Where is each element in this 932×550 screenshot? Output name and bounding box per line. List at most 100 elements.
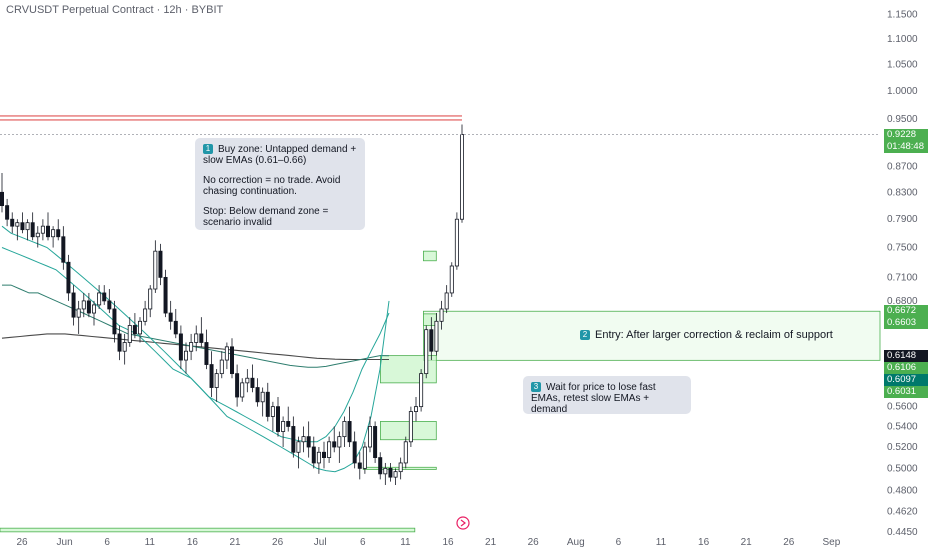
candle-body — [265, 391, 270, 417]
candle — [367, 416, 372, 453]
candle — [373, 421, 378, 463]
candle — [393, 468, 398, 485]
candle-body — [281, 421, 286, 432]
candle — [383, 462, 388, 485]
candle — [265, 382, 270, 422]
x-tick-label: 16 — [442, 537, 454, 548]
candle-body — [347, 421, 352, 443]
price-axis[interactable]: 1.1500 1.1000 1.0500 1.0000 0.9500 0.8700 0.83… — [887, 10, 918, 538]
candle-body — [194, 333, 199, 343]
candle-body — [444, 292, 449, 310]
candle — [311, 436, 316, 469]
zone-demand-2 — [422, 313, 437, 326]
candle-body — [132, 325, 137, 335]
candle — [235, 364, 240, 407]
candle-body — [122, 342, 127, 352]
candle — [194, 325, 199, 352]
candle-body — [388, 467, 393, 478]
candle-body — [337, 436, 342, 448]
candle — [255, 378, 260, 407]
candle — [260, 387, 265, 417]
x-tick-label: Aug — [567, 537, 585, 548]
candle-body — [25, 222, 30, 231]
candle-body — [153, 250, 158, 290]
demand-zones — [0, 250, 881, 533]
candle-body — [301, 436, 306, 443]
candle-body — [30, 222, 35, 238]
candle-body — [86, 300, 91, 314]
candle — [25, 219, 30, 241]
candle — [240, 378, 245, 402]
candle-body — [199, 333, 204, 343]
candle — [15, 219, 20, 241]
candle-body — [393, 471, 398, 478]
candle — [424, 325, 429, 379]
y-tick-label: 0.6800 — [887, 296, 918, 307]
candle-body — [327, 441, 332, 458]
y-tick-label: 0.5000 — [887, 463, 918, 474]
candle — [122, 333, 127, 365]
candle — [51, 226, 56, 248]
candle-body — [296, 441, 301, 453]
candle-body — [311, 446, 316, 464]
callout-text: No correction = no trade. Avoid chasing … — [203, 175, 341, 197]
y-tick-label: 1.0500 — [887, 59, 918, 70]
candle — [459, 124, 464, 223]
candle — [449, 262, 454, 297]
entry-label[interactable]: 2 Entry: After larger correction & reclai… — [580, 329, 833, 341]
candle — [148, 285, 153, 318]
price-tag: 0.6106 — [884, 361, 928, 374]
x-tick-label: Jul — [314, 537, 327, 548]
candle-body — [291, 426, 296, 453]
time-axis[interactable]: 26 Jun 6 11 16 21 26 Jul 6 11 16 21 26 Aug 6 11 16 21 26 Se… — [16, 537, 840, 548]
timer-icon[interactable] — [456, 516, 470, 530]
y-tick-label: 0.9500 — [887, 114, 918, 125]
candle — [327, 436, 332, 463]
y-tick-label: 1.1000 — [887, 34, 918, 45]
candle — [332, 426, 337, 453]
candle-body — [434, 320, 439, 352]
candle-body — [148, 288, 153, 310]
chart-title: CRVUSDT Perpetual Contract · 12h · BYBIT — [6, 4, 224, 16]
candle-body — [76, 308, 81, 318]
callout-number: 1 — [203, 144, 213, 154]
ema-slow-line — [2, 284, 390, 368]
candle — [81, 292, 86, 318]
x-tick-label: 6 — [616, 537, 622, 548]
candle-body — [352, 441, 357, 464]
ema-mid-line — [1, 247, 390, 443]
candle — [286, 406, 291, 432]
y-tick-label: 0.4800 — [887, 486, 918, 497]
x-tick-label: 21 — [741, 537, 753, 548]
price-levels — [0, 115, 880, 135]
entry-text: Entry: After larger correction & reclaim… — [595, 329, 833, 341]
candle-body — [51, 229, 56, 238]
y-tick-label: 0.5200 — [887, 442, 918, 453]
candle-body — [189, 342, 194, 352]
x-tick-label: 16 — [698, 537, 710, 548]
candle-body — [117, 333, 122, 352]
candle — [347, 406, 352, 448]
candle-body — [35, 232, 40, 238]
y-tick-label: 0.8700 — [887, 162, 918, 173]
ema-fast-line — [1, 225, 390, 473]
candle-body — [367, 426, 372, 448]
candle-body — [275, 406, 280, 432]
candle — [56, 219, 61, 241]
candle — [127, 317, 132, 347]
callout-wait[interactable]: 3 Wait for price to lose fast EMAs, retes… — [523, 376, 691, 415]
candle-body — [260, 391, 265, 403]
price-tag: 0.9228 — [884, 128, 928, 141]
callout-buy-zone[interactable]: 1 Buy zone: Untapped demand + slow EMAs (… — [195, 138, 365, 230]
candle-body — [168, 312, 173, 322]
candle-body — [209, 364, 214, 388]
candle — [61, 226, 66, 270]
candle-body — [5, 205, 10, 220]
x-tick-label: Jun — [57, 537, 73, 548]
candle — [388, 462, 393, 482]
candle-body — [163, 276, 168, 314]
price-tag: 0.6148 — [884, 349, 928, 362]
x-tick-label: 21 — [229, 537, 241, 548]
candle-body — [56, 229, 61, 238]
